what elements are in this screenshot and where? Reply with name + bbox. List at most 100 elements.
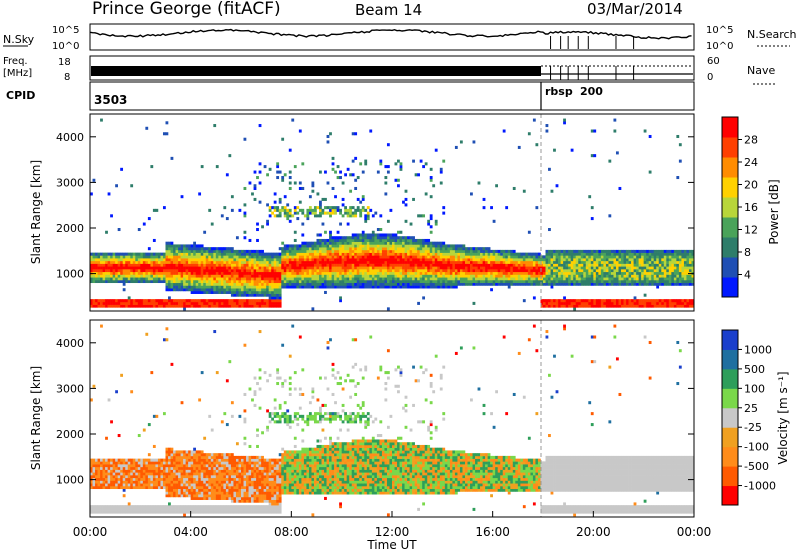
power-cell (165, 255, 169, 259)
power-cell (392, 247, 395, 251)
power-cell (653, 279, 657, 284)
power-cell (137, 304, 141, 308)
power-cell (246, 282, 249, 286)
power-cell (329, 263, 332, 267)
power-cell (238, 279, 242, 284)
power-cell (291, 214, 295, 218)
power-cell (615, 299, 619, 303)
power-cell (671, 274, 675, 278)
power-cell (651, 263, 655, 267)
power-cell (553, 279, 556, 284)
power-cell (205, 260, 209, 264)
power-cell (356, 247, 360, 251)
power-cell (437, 249, 441, 253)
power-cell (185, 244, 189, 248)
power-cell (210, 249, 214, 253)
power-cell (575, 282, 579, 286)
power-cell (429, 263, 433, 267)
power-cell (157, 260, 161, 264)
power-cell (560, 271, 564, 275)
power-cell (661, 271, 665, 275)
power-cell (678, 282, 682, 286)
power-cell (351, 258, 355, 262)
power-cell (122, 269, 126, 273)
velocity-cell (152, 414, 156, 418)
power-cell (298, 258, 302, 262)
power-cell (603, 269, 607, 273)
power-cell (230, 285, 234, 289)
power-cell (313, 247, 317, 251)
power-cell (364, 258, 368, 262)
power-cell (351, 211, 355, 215)
power-cell (253, 304, 257, 308)
power-cell (223, 271, 227, 275)
power-cell (183, 247, 186, 251)
power-cell (419, 282, 423, 286)
power-cell (492, 258, 496, 262)
power-cell (329, 285, 332, 289)
power-cell (394, 252, 398, 256)
velocity-cell (95, 477, 98, 481)
power-cell (585, 299, 589, 303)
power-cell (555, 282, 559, 286)
power-cell (168, 279, 171, 284)
power-cell (200, 255, 204, 259)
power-cell (273, 192, 277, 196)
power-cell (392, 238, 395, 242)
power-cell (288, 252, 292, 256)
power-cell (248, 282, 252, 286)
power-cell (678, 255, 682, 259)
power-cell (359, 236, 363, 240)
velocity-cell (150, 458, 154, 462)
power-cell (92, 269, 96, 273)
power-cell (603, 301, 607, 305)
power-cell (414, 274, 418, 278)
power-cell (110, 299, 113, 303)
power-cell (112, 263, 116, 267)
nave-label: Nave (747, 64, 775, 77)
power-cell (487, 282, 491, 286)
power-cell (208, 301, 212, 305)
power-cell (510, 258, 514, 262)
power-cell (540, 279, 544, 284)
power-cell (439, 252, 443, 256)
power-cell (278, 299, 282, 303)
power-cell (251, 274, 254, 278)
power-cell (341, 282, 345, 286)
power-cell (178, 247, 181, 251)
power-cell (140, 304, 144, 308)
power-cell (135, 301, 139, 305)
power-cell (563, 301, 566, 305)
velocity-cell (107, 475, 111, 479)
power-cell (548, 255, 551, 259)
power-cell (553, 255, 556, 259)
power-cell (371, 252, 375, 256)
power-cell (414, 244, 418, 248)
power-cell (165, 252, 169, 256)
power-cell (170, 299, 174, 303)
power-cell (464, 260, 468, 264)
velocity-cell (127, 461, 131, 465)
power-cell (102, 304, 106, 308)
power-cell (605, 266, 609, 270)
power-cell (502, 277, 506, 281)
power-cell (394, 269, 398, 273)
velocity-cell (150, 505, 154, 509)
power-cell (324, 249, 327, 253)
power-cell (349, 260, 353, 264)
power-cell (97, 301, 101, 305)
power-cell (366, 260, 370, 264)
power-cell (319, 214, 322, 218)
power-cell (306, 214, 310, 218)
power-cell (198, 301, 202, 305)
power-cell (132, 301, 136, 305)
power-cell (653, 258, 657, 262)
power-cell (228, 247, 232, 251)
power-cell (447, 269, 451, 273)
power-cell (178, 282, 181, 286)
power-cell (107, 299, 111, 303)
power-cell (321, 255, 325, 259)
power-cell (510, 260, 514, 264)
power-cell (354, 263, 358, 267)
power-cell (183, 285, 186, 289)
